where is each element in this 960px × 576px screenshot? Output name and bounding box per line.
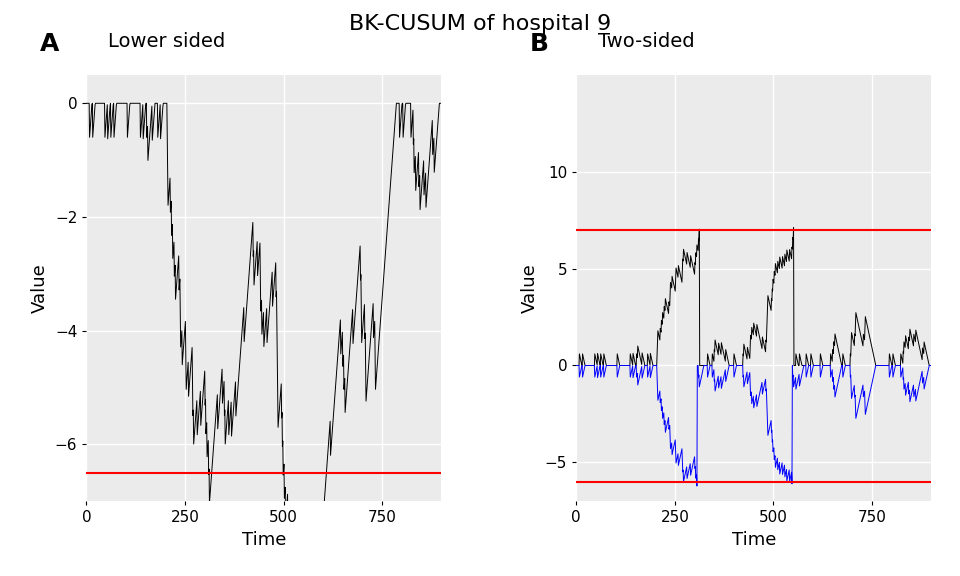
Y-axis label: Value: Value <box>521 263 540 313</box>
X-axis label: Time: Time <box>242 530 286 549</box>
Text: BK-CUSUM of hospital 9: BK-CUSUM of hospital 9 <box>348 14 612 35</box>
Text: B: B <box>530 32 549 56</box>
Text: Lower sided: Lower sided <box>108 32 225 51</box>
Text: A: A <box>40 32 60 56</box>
Text: Two-sided: Two-sided <box>597 32 694 51</box>
Y-axis label: Value: Value <box>32 263 49 313</box>
X-axis label: Time: Time <box>732 530 776 549</box>
